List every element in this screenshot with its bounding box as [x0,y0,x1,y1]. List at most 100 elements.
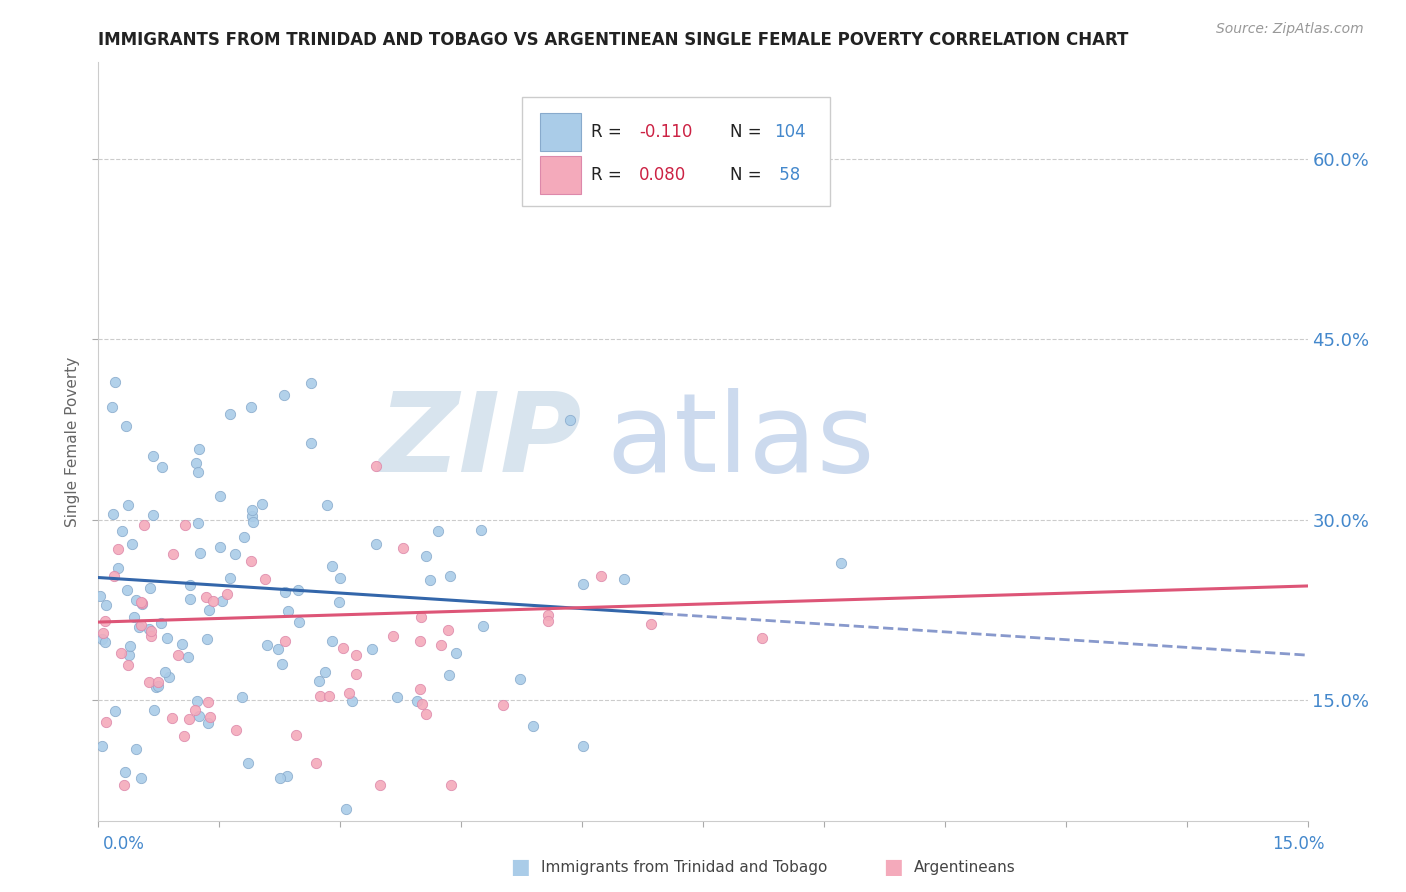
Point [446,647,468,661]
Point [172,637,194,651]
Point [150,616,173,631]
Point [472,619,495,633]
Point [131,597,153,611]
Text: N =: N = [730,166,766,184]
Point [509,672,531,686]
Point [411,697,433,711]
Point [157,670,180,684]
Point [142,508,165,522]
Text: 0.0%: 0.0% [103,835,145,853]
Text: ■: ■ [510,857,530,877]
Point [162,547,184,561]
Point [522,719,544,733]
Text: N =: N = [730,123,766,141]
Point [188,709,211,723]
Point [364,537,387,551]
Point [321,559,343,574]
Point [187,465,209,479]
Point [141,629,163,643]
Point [537,607,560,622]
Point [176,650,198,665]
Point [239,554,262,568]
Point [187,442,209,457]
Point [125,593,148,607]
Point [274,584,297,599]
Point [328,595,350,609]
Point [111,524,134,538]
Point [117,498,139,512]
Point [139,624,162,639]
Point [104,704,127,718]
Point [91,626,114,640]
Point [285,728,308,742]
Y-axis label: Single Female Poverty: Single Female Poverty [65,357,80,526]
Point [274,633,297,648]
Point [321,633,343,648]
Point [236,756,259,770]
Point [537,615,560,629]
Point [318,689,340,703]
Point [96,599,118,613]
Point [437,668,460,682]
Point [613,572,636,586]
Point [342,694,364,708]
Point [572,739,595,753]
Point [91,739,114,753]
Point [150,459,173,474]
Point [197,695,219,709]
Point [112,778,135,792]
Point [195,632,218,646]
Point [188,546,211,560]
Point [146,679,169,693]
Text: atlas: atlas [606,388,875,495]
Point [299,436,322,450]
Point [287,582,309,597]
Point [104,375,127,389]
Point [273,388,295,402]
Text: Immigrants from Trinidad and Tobago: Immigrants from Trinidad and Tobago [541,860,828,874]
Point [392,541,415,555]
Point [115,582,138,597]
Point [129,595,152,609]
Point [332,640,354,655]
Point [145,680,167,694]
Point [276,769,298,783]
Point [174,518,197,533]
Point [240,503,263,517]
Point [328,571,350,585]
Text: 58: 58 [775,166,800,184]
Point [184,456,207,470]
Point [146,674,169,689]
Point [315,499,337,513]
Point [160,710,183,724]
Point [415,707,437,722]
Point [121,537,143,551]
Point [129,772,152,786]
Point [224,547,246,561]
Point [308,673,330,688]
Point [139,581,162,595]
Point [202,594,225,608]
Point [110,647,132,661]
Point [309,689,332,703]
Point [173,729,195,743]
Point [114,764,136,779]
Text: Argentineans: Argentineans [914,860,1015,874]
Point [640,617,662,632]
Text: 0.080: 0.080 [638,166,686,184]
Point [440,778,463,792]
FancyBboxPatch shape [540,113,581,151]
Point [253,572,276,586]
Point [142,703,165,717]
Point [409,682,432,697]
Point [156,631,179,645]
Point [344,648,367,663]
Point [427,524,450,538]
Point [430,638,453,652]
Point [225,723,247,737]
Text: -0.110: -0.110 [638,123,692,141]
Point [187,516,209,531]
Point [364,458,387,473]
Point [335,802,357,816]
Point [138,622,160,636]
